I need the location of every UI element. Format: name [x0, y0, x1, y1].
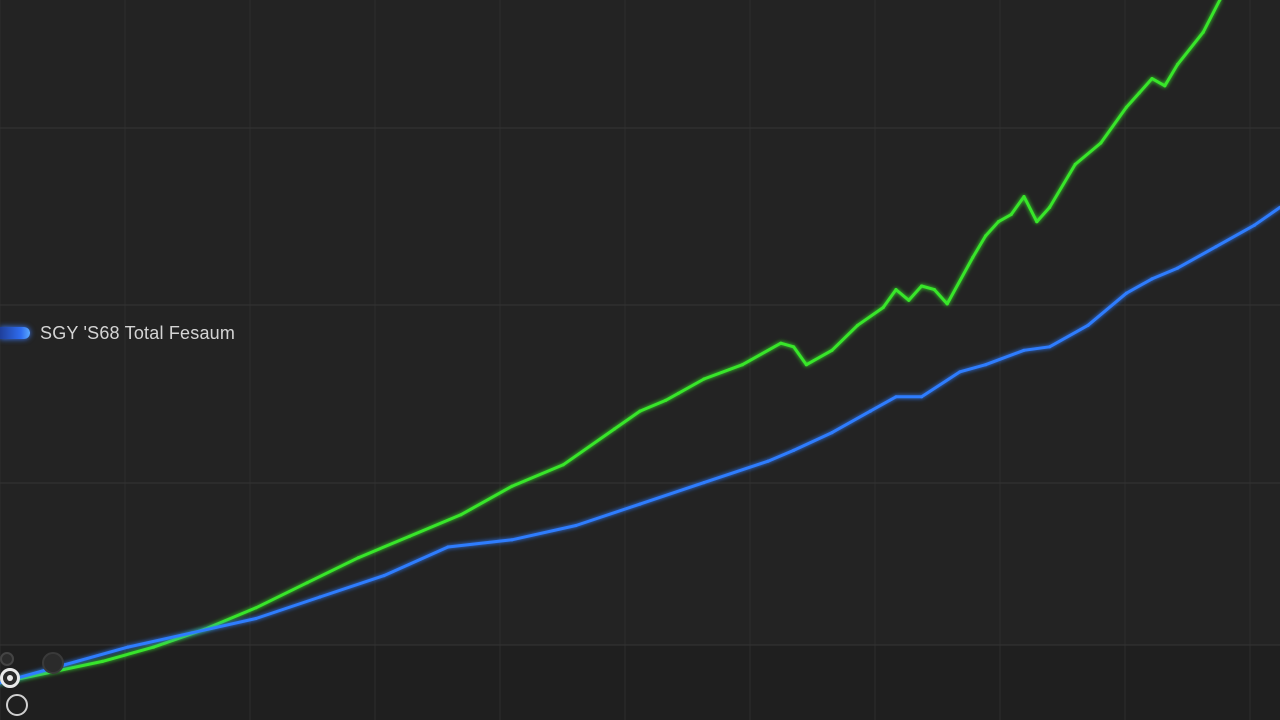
series-2-point	[920, 395, 924, 399]
series-line-2	[0, 205, 1280, 685]
series-2-point	[894, 395, 898, 399]
series-1-point	[356, 556, 360, 560]
legend: SGY 'S68 Total Fesaum	[0, 322, 235, 344]
series-2-point	[126, 645, 130, 649]
series-2-point	[958, 370, 962, 374]
series-1-point	[408, 534, 412, 538]
series-2-point	[446, 545, 450, 549]
legend-label: SGY 'S68 Total Fesaum	[40, 322, 236, 343]
series-1-point	[254, 606, 258, 610]
series-1-point	[1163, 84, 1167, 88]
series-1-point	[1048, 205, 1052, 209]
series-1-point	[1201, 30, 1205, 34]
series-1-point	[1218, 0, 1222, 2]
series-1-point	[459, 513, 463, 517]
series-group	[0, 0, 1280, 685]
series-2-point	[702, 481, 706, 485]
series-1-point	[664, 398, 668, 402]
series-1-point	[1073, 162, 1077, 166]
series-2-point	[510, 538, 514, 542]
series-2-point	[1176, 266, 1180, 270]
series-1-point	[894, 288, 898, 292]
legend-swatch	[0, 327, 30, 339]
series-1-point	[1009, 212, 1013, 217]
series-1-point	[510, 484, 514, 488]
series-1-point	[881, 305, 885, 310]
circle-icon[interactable]	[0, 652, 14, 666]
series-2-point	[574, 523, 578, 528]
series-2-point	[1124, 291, 1128, 295]
series-2-point	[1252, 223, 1256, 227]
series-2-point	[318, 595, 322, 599]
radio-icon[interactable]	[0, 668, 20, 688]
series-1-point	[1022, 195, 1026, 199]
series-1-point	[638, 409, 642, 413]
series-1-point	[561, 463, 565, 467]
series-1-point	[1176, 62, 1180, 66]
series-2-point	[190, 631, 194, 635]
series-2-point	[984, 363, 988, 367]
series-2-point	[638, 502, 642, 506]
series-1-point	[305, 581, 309, 585]
circle-icon[interactable]	[42, 652, 64, 674]
series-1-point	[856, 323, 860, 327]
series-1-point	[1035, 220, 1039, 224]
series-2-point	[1022, 348, 1026, 352]
series-1-point	[792, 345, 796, 349]
series-1-point	[1137, 91, 1141, 95]
series-1-point	[830, 348, 834, 352]
series-1-point	[971, 255, 975, 259]
series-2-point	[868, 409, 873, 413]
series-1-point	[1099, 141, 1103, 145]
series-2-point	[1150, 277, 1154, 281]
series-1-point	[804, 363, 809, 367]
series-2-point	[254, 616, 258, 621]
series-1-point	[100, 659, 104, 664]
series-1-point	[740, 363, 745, 367]
series-1-point	[152, 645, 156, 649]
circle-icon[interactable]	[6, 694, 28, 716]
series-1-point	[932, 288, 937, 292]
series-2-point	[1048, 345, 1052, 349]
series-2-point	[1214, 245, 1218, 249]
series-1-point	[612, 427, 617, 431]
series-1-point	[702, 377, 706, 381]
series-1-point	[996, 220, 1001, 224]
series-2-point	[1086, 323, 1090, 327]
series-2-point	[792, 448, 796, 452]
series-1-point	[984, 234, 988, 238]
series-1-point	[945, 302, 949, 306]
series-1-point	[1150, 77, 1154, 81]
series-1-point	[779, 341, 783, 345]
series-2-point	[382, 574, 386, 578]
bottom-band	[0, 645, 1280, 720]
series-1-point	[907, 298, 911, 302]
radio-dot	[7, 675, 13, 681]
series-2-point	[830, 431, 834, 435]
series-1-point	[920, 284, 924, 288]
series-1-point	[1124, 105, 1128, 109]
series-1-point	[676, 391, 681, 395]
series-2-point	[766, 459, 770, 463]
